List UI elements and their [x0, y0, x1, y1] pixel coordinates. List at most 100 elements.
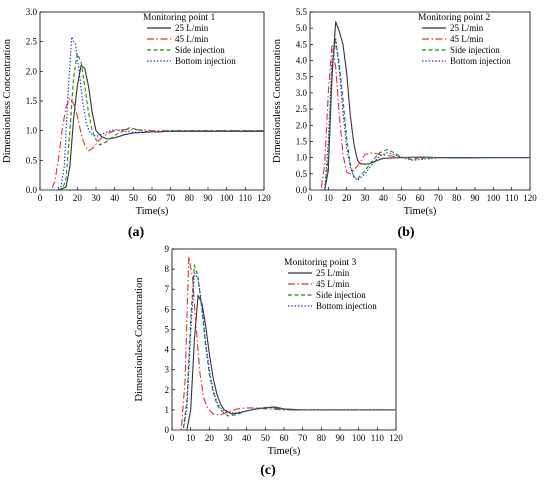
- x-tick-label: 90: [204, 193, 214, 203]
- y-tick-label: 1.5: [26, 96, 38, 106]
- x-tick-label: 40: [242, 433, 252, 443]
- y-axis-label: Dimensionless Concentration: [272, 38, 283, 163]
- legend-label: 45 L/min: [316, 279, 350, 289]
- x-tick-label: 80: [185, 193, 195, 203]
- y-tick-label: 6: [165, 304, 170, 314]
- y-tick-label: 0.5: [296, 169, 308, 179]
- y-tick-label: 4.5: [296, 39, 308, 49]
- legend-label: 45 L/min: [450, 34, 484, 44]
- legend-label: 25 L/min: [175, 23, 209, 33]
- y-tick-label: 1.0: [26, 126, 38, 136]
- x-tick-label: 80: [317, 433, 327, 443]
- chart-panel-1: 0 10 20 30 40 50 60 70 80 90 100 110 120 0.0 0.5 1.0 1.5…: [2, 7, 271, 240]
- series-line-2: [310, 43, 530, 191]
- x-axis-label: Time(s): [404, 206, 437, 217]
- x-tick-label: 110: [505, 193, 519, 203]
- x-tick-label: 100: [220, 193, 234, 203]
- series-line-3: [40, 52, 264, 191]
- legend-label: Side injection: [450, 45, 500, 55]
- panel-label: (a): [128, 225, 145, 240]
- legend-label: Side injection: [175, 45, 225, 55]
- x-tick-label: 120: [389, 433, 403, 443]
- y-tick-label: 5.0: [296, 23, 308, 33]
- x-tick-label: 60: [148, 193, 158, 203]
- x-tick-label: 110: [239, 193, 253, 203]
- series-line-2: [172, 256, 396, 431]
- y-axis-label: Dimensionless Concentration: [134, 277, 145, 402]
- y-tick-label: 2: [165, 385, 170, 395]
- y-tick-label: 0.0: [26, 185, 38, 195]
- x-tick-label: 0: [308, 193, 313, 203]
- chart-panel-3: 0 10 20 30 40 50 60 70 80 90 100 110 120 0 1 2 3 4 5 6 7 8 9 Ti…: [134, 244, 403, 478]
- x-tick-label: 120: [523, 193, 537, 203]
- x-axis-label: Time(s): [268, 446, 301, 457]
- x-tick-label: 50: [129, 193, 139, 203]
- chart-panel-2: 0 10 20 30 40 50 60 70 80 90 100 110 120 0.0 0.5 1.0 1.5…: [272, 7, 537, 240]
- legend-label: 25 L/min: [450, 23, 484, 33]
- x-tick-label: 70: [298, 433, 308, 443]
- x-tick-label: 60: [280, 433, 290, 443]
- x-tick-label: 10: [54, 193, 64, 203]
- y-tick-label: 1: [165, 405, 170, 415]
- annotation-title: Monitoring point 2: [418, 13, 491, 23]
- x-tick-label: 20: [205, 433, 215, 443]
- x-tick-label: 100: [352, 433, 366, 443]
- x-tick-label: 40: [379, 193, 389, 203]
- x-tick-label: 90: [336, 433, 346, 443]
- y-tick-label: 3.5: [296, 72, 308, 82]
- y-tick-label: 1.0: [296, 153, 308, 163]
- legend-label: 25 L/min: [316, 268, 350, 278]
- y-axis-label: Dimensionless Concentration: [2, 38, 13, 163]
- x-tick-label: 50: [261, 433, 271, 443]
- y-tick-label: 9: [165, 244, 170, 254]
- y-tick-label: 0.0: [296, 185, 308, 195]
- y-tick-label: 5.5: [296, 7, 308, 17]
- x-axis-label: Time(s): [136, 206, 169, 217]
- x-tick-label: 70: [166, 193, 176, 203]
- x-tick-label: 100: [487, 193, 501, 203]
- x-tick-label: 0: [170, 433, 175, 443]
- y-tick-label: 4.0: [296, 56, 308, 66]
- legend-label: Side injection: [316, 290, 366, 300]
- annotation-title: Monitoring point 1: [143, 13, 216, 23]
- x-tick-label: 70: [434, 193, 444, 203]
- series-line-4: [310, 37, 530, 191]
- series-line-1: [40, 64, 264, 191]
- panel-label: (b): [397, 225, 414, 240]
- x-tick-label: 110: [371, 433, 385, 443]
- series-line-2: [40, 97, 264, 191]
- y-tick-label: 2.5: [296, 104, 308, 114]
- y-tick-label: 3.0: [26, 7, 38, 17]
- y-tick-label: 2.0: [26, 66, 38, 76]
- annotation-title: Monitoring point 3: [284, 258, 357, 268]
- x-tick-label: 50: [397, 193, 407, 203]
- x-tick-label: 60: [416, 193, 426, 203]
- panel-label: (c): [260, 463, 276, 478]
- y-tick-label: 2.0: [296, 120, 308, 130]
- x-tick-label: 30: [92, 193, 102, 203]
- x-tick-label: 80: [452, 193, 462, 203]
- x-tick-label: 20: [342, 193, 352, 203]
- legend-label: 45 L/min: [175, 34, 209, 44]
- legend-label: Bottom injection: [450, 56, 511, 66]
- x-tick-label: 30: [361, 193, 371, 203]
- x-tick-label: 30: [224, 433, 234, 443]
- y-tick-label: 5: [165, 324, 170, 334]
- y-tick-label: 2.5: [26, 37, 38, 47]
- x-tick-label: 120: [257, 193, 271, 203]
- legend-label: Bottom injection: [175, 56, 236, 66]
- y-tick-label: 8: [165, 264, 170, 274]
- y-tick-label: 4: [165, 345, 170, 355]
- y-tick-label: 3.0: [296, 88, 308, 98]
- x-tick-label: 90: [471, 193, 481, 203]
- x-tick-label: 40: [110, 193, 120, 203]
- y-tick-label: 7: [165, 284, 170, 294]
- series-line-3: [172, 264, 396, 431]
- x-tick-label: 10: [324, 193, 334, 203]
- y-tick-label: 0.5: [26, 155, 38, 165]
- y-tick-label: 3: [165, 365, 170, 375]
- x-tick-label: 20: [73, 193, 83, 203]
- y-tick-label: 1.5: [296, 136, 308, 146]
- x-tick-label: 0: [38, 193, 43, 203]
